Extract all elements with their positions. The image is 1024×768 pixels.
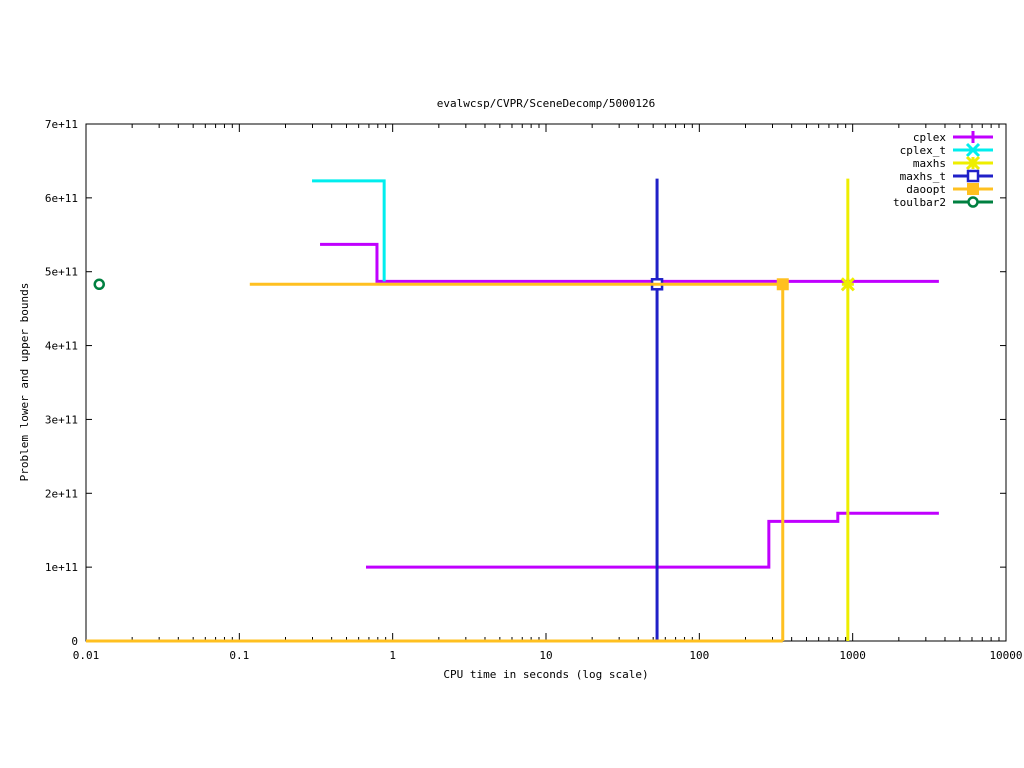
- legend-marker-toulbar2-shape: [967, 196, 979, 208]
- series-marker-maxhs: [840, 277, 855, 292]
- legend-marker-toulbar2: [967, 196, 979, 208]
- x-tick-label: 100: [689, 649, 709, 662]
- y-tick-label: 7e+11: [45, 118, 78, 131]
- x-tick-label: 10000: [989, 649, 1022, 662]
- legend-label-toulbar2: toulbar2: [893, 196, 946, 209]
- chart-title: evalwcsp/CVPR/SceneDecomp/5000126: [437, 97, 656, 110]
- series-line-cplex: [320, 242, 939, 283]
- y-tick-label: 4e+11: [45, 340, 78, 353]
- plot-border: [85, 123, 1007, 642]
- y-tick-label: 1e+11: [45, 561, 78, 574]
- series-marker-toulbar2-shape: [93, 278, 105, 291]
- y-axis-label: Problem lower and upper bounds: [18, 283, 31, 482]
- x-axis-label: CPU time in seconds (log scale): [443, 668, 648, 681]
- legend-marker-cplex_t: [965, 142, 981, 158]
- plot-area: 0 1e+11 2e+11 3e+11 4e+11 5e+11 6e+11 7e+11 0.01…: [45, 118, 1023, 662]
- x-tick-label: 10: [539, 649, 552, 662]
- legend-label-daoopt: daoopt: [906, 183, 946, 196]
- legend-label-maxhs_t: maxhs_t: [900, 170, 946, 183]
- y-tick-label: 3e+11: [45, 413, 78, 426]
- legend-label-maxhs: maxhs: [913, 157, 946, 170]
- y-tick-label: 5e+11: [45, 266, 78, 279]
- legend-marker-maxhs_t: [966, 169, 980, 183]
- legend-label-cplex_t: cplex_t: [900, 144, 946, 157]
- series-line-cplex_t: [312, 179, 386, 282]
- y-tick-label: 6e+11: [45, 192, 78, 205]
- legend-marker-daoopt-shape: [967, 183, 979, 195]
- series-line-cplex: [365, 511, 939, 569]
- series-marker-toulbar2: [93, 278, 105, 291]
- legend-marker-cplex: [967, 131, 979, 143]
- legend-marker-cplex_t-stroke: [965, 142, 981, 158]
- legend-marker-maxhs: [965, 155, 981, 171]
- x-tick-label: 1000: [839, 649, 866, 662]
- legend-marker-daoopt: [967, 183, 979, 195]
- legend-marker-maxhs_t-shape: [966, 169, 980, 183]
- y-tick-label: 0: [71, 635, 78, 648]
- y-tick-label: 2e+11: [45, 487, 78, 500]
- x-tick-label: 0.1: [229, 649, 249, 662]
- x-tick-label: 0.01: [73, 649, 100, 662]
- series-line-daoopt: [249, 282, 785, 641]
- series-marker-daoopt-shape: [776, 278, 789, 291]
- legend-label-cplex: cplex: [913, 131, 946, 144]
- x-tick-label: 1: [389, 649, 396, 662]
- series-marker-daoopt: [776, 278, 789, 291]
